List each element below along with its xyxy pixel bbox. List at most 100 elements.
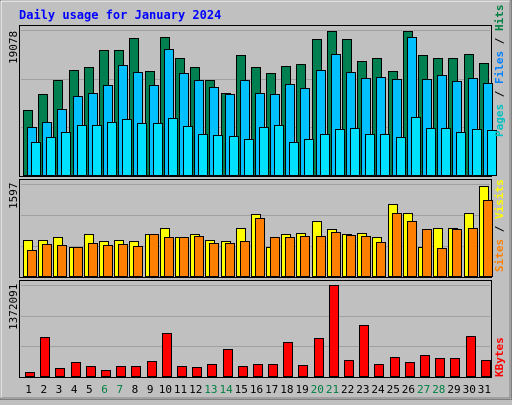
bar-pages-day-30 — [472, 129, 482, 176]
bar-kbytes-day-8 — [131, 366, 141, 377]
bar-pages-day-26 — [411, 117, 421, 176]
bar-pages-day-19 — [304, 139, 314, 176]
bar-kbytes-day-27 — [420, 355, 430, 377]
bar-kbytes-day-6 — [101, 370, 111, 377]
bar-sites-day-7 — [118, 244, 128, 277]
day-label-2: 2 — [40, 383, 47, 396]
bar-pages-day-5 — [92, 125, 102, 176]
day-label-13: 13 — [204, 383, 217, 396]
bar-kbytes-day-13 — [207, 364, 217, 377]
bar-pages-day-23 — [365, 134, 375, 176]
bar-kbytes-day-19 — [298, 365, 308, 377]
bar-pages-day-12 — [198, 134, 208, 176]
day-label-31: 31 — [478, 383, 491, 396]
day-label-18: 18 — [280, 383, 293, 396]
legend-part-3-0: KBytes — [493, 337, 506, 377]
bar-pages-day-22 — [350, 128, 360, 176]
bar-kbytes-day-17 — [268, 364, 278, 377]
panel-1-legend: Pages / Files / Hits — [493, 5, 506, 138]
panel-3-box — [19, 280, 492, 378]
bar-pages-day-21 — [335, 129, 345, 176]
bar-sites-day-9 — [149, 234, 159, 277]
legend-part-1-1: / — [493, 84, 506, 104]
legend-part-1-2: Files — [493, 51, 506, 84]
bar-sites-day-26 — [407, 221, 417, 277]
day-label-5: 5 — [86, 383, 93, 396]
bar-kbytes-day-29 — [450, 358, 460, 377]
bar-pages-day-8 — [137, 123, 147, 176]
day-label-19: 19 — [295, 383, 308, 396]
bar-kbytes-day-23 — [359, 325, 369, 377]
day-label-25: 25 — [387, 383, 400, 396]
bar-pages-day-11 — [183, 126, 193, 176]
day-label-4: 4 — [71, 383, 78, 396]
bar-sites-day-16 — [255, 218, 265, 277]
day-label-26: 26 — [402, 383, 415, 396]
bar-sites-day-22 — [346, 235, 356, 277]
bar-pages-day-27 — [426, 128, 436, 176]
day-label-15: 15 — [235, 383, 248, 396]
day-label-24: 24 — [371, 383, 385, 396]
day-label-7: 7 — [116, 383, 123, 396]
bar-kbytes-day-14 — [223, 349, 233, 377]
bar-sites-day-29 — [452, 229, 462, 277]
bar-sites-day-27 — [422, 229, 432, 277]
bar-sites-day-14 — [225, 243, 235, 277]
panel-2-legend: Sites / Visits — [493, 179, 506, 272]
day-label-16: 16 — [250, 383, 263, 396]
bar-sites-day-23 — [361, 236, 371, 277]
bar-kbytes-day-9 — [147, 361, 157, 377]
bar-pages-day-1 — [31, 142, 41, 176]
bar-sites-day-31 — [483, 200, 493, 277]
day-label-22: 22 — [341, 383, 354, 396]
bar-pages-day-14 — [229, 136, 239, 176]
legend-part-2-2: Visits — [493, 179, 506, 219]
bar-kbytes-day-25 — [390, 357, 400, 377]
day-label-14: 14 — [219, 383, 233, 396]
bar-sites-day-1 — [27, 250, 37, 277]
bar-kbytes-day-30 — [466, 336, 476, 377]
bar-pages-day-16 — [259, 127, 269, 176]
bar-pages-day-17 — [274, 125, 284, 176]
bar-sites-day-28 — [437, 248, 447, 277]
bar-kbytes-day-5 — [86, 366, 96, 377]
panel-1-ymax-label: 19078 — [7, 31, 20, 64]
bar-sites-day-8 — [133, 246, 143, 277]
bar-sites-day-12 — [194, 236, 204, 277]
bar-pages-day-13 — [213, 135, 223, 176]
bar-kbytes-day-2 — [40, 337, 50, 377]
bar-sites-day-5 — [88, 243, 98, 277]
bar-sites-day-24 — [376, 242, 386, 277]
day-label-29: 29 — [447, 383, 460, 396]
day-label-1: 1 — [25, 383, 32, 396]
day-label-12: 12 — [189, 383, 202, 396]
day-label-9: 9 — [147, 383, 154, 396]
bar-kbytes-day-10 — [162, 333, 172, 377]
chart-title: Daily usage for January 2024 — [19, 8, 221, 22]
day-label-11: 11 — [174, 383, 187, 396]
bar-pages-day-9 — [153, 123, 163, 176]
panel-3-ymax-label: 1372091 — [7, 284, 20, 330]
bar-pages-day-25 — [396, 137, 406, 176]
bar-kbytes-day-12 — [192, 367, 202, 377]
day-label-28: 28 — [432, 383, 445, 396]
panel-2-ymax-label: 1597 — [7, 183, 20, 210]
day-label-10: 10 — [159, 383, 172, 396]
bar-sites-day-3 — [57, 245, 67, 277]
bar-kbytes-day-22 — [344, 360, 354, 377]
day-label-17: 17 — [265, 383, 278, 396]
bar-sites-day-20 — [316, 236, 326, 277]
bar-kbytes-day-16 — [253, 364, 263, 377]
bar-sites-day-15 — [240, 241, 250, 277]
bar-sites-day-30 — [468, 228, 478, 277]
legend-part-2-1: / — [493, 219, 506, 239]
bar-pages-day-10 — [168, 118, 178, 176]
bar-kbytes-day-1 — [25, 372, 35, 377]
legend-part-1-4: Hits — [493, 5, 506, 32]
bar-sites-day-11 — [179, 237, 189, 277]
legend-part-1-3: / — [493, 31, 506, 51]
bar-pages-day-3 — [61, 132, 71, 176]
legend-part-2-0: Sites — [493, 239, 506, 272]
day-label-8: 8 — [132, 383, 139, 396]
